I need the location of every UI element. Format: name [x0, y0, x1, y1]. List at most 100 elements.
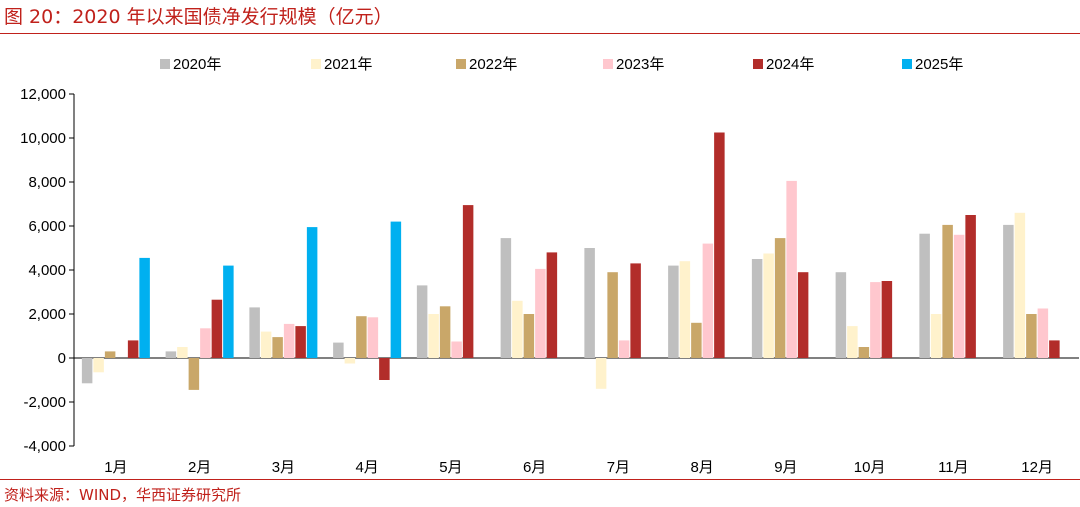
bar: [546, 252, 558, 358]
bar: [847, 326, 858, 358]
x-tick-label: 7月: [607, 459, 630, 475]
bar: [702, 243, 714, 358]
y-tick-label: 10,000: [20, 130, 66, 147]
legend-swatch: [603, 59, 613, 69]
bar: [272, 337, 283, 358]
title-divider: [0, 33, 1080, 34]
legend-swatch: [160, 59, 170, 69]
bar: [379, 358, 390, 380]
bar: [512, 300, 523, 358]
chart-bars: [81, 132, 1060, 390]
y-tick-label: 12,000: [20, 86, 66, 103]
chart-axes: -4,000 -2,000 0 2,000 4,000 6,000 8,000 10,000 1…: [20, 86, 1079, 475]
y-tick-label: 8,000: [28, 174, 66, 191]
bar: [127, 340, 139, 358]
bar: [679, 261, 691, 358]
legend-label: 2023年: [616, 56, 664, 73]
bar: [439, 306, 451, 358]
bar: [797, 272, 809, 358]
chart: 2020年 2021年 2022年 2023年 2024年 2025年 -4,000 -2,…: [20, 56, 1079, 475]
bar: [953, 234, 965, 358]
bar: [249, 307, 260, 358]
bar: [211, 299, 223, 358]
y-tick-label: -2,000: [23, 394, 66, 411]
x-tick-label: 6月: [523, 459, 546, 475]
bar: [333, 342, 344, 358]
bar: [367, 317, 379, 358]
bar: [919, 233, 930, 358]
bar: [786, 180, 797, 358]
bar: [881, 281, 893, 358]
bar: [595, 358, 607, 389]
legend-label: 2020年: [173, 56, 221, 73]
bar: [295, 326, 306, 358]
x-tick-label: 10月: [854, 459, 886, 475]
bar: [188, 358, 200, 390]
bar: [714, 132, 725, 358]
y-tick-label: 6,000: [28, 218, 66, 235]
bar: [223, 265, 234, 358]
bar: [260, 331, 272, 358]
bar: [81, 358, 93, 384]
bar: [93, 358, 104, 373]
legend-label: 2025年: [915, 56, 963, 73]
bar: [763, 253, 774, 358]
x-tick-label: 12月: [1021, 459, 1053, 475]
legend-swatch: [902, 59, 912, 69]
bar: [774, 238, 786, 358]
bar: [630, 263, 641, 358]
bar: [965, 215, 976, 358]
chart-title: 图 20：2020 年以来国债净发行规模（亿元）: [4, 6, 393, 28]
bar: [835, 272, 847, 358]
legend-swatch: [753, 59, 763, 69]
bar: [930, 314, 942, 358]
bar: [523, 314, 535, 358]
bar: [1014, 212, 1026, 358]
bar: [390, 221, 402, 358]
y-tick-label: 0: [58, 350, 66, 367]
source-note: 资料来源：WIND，华西证券研究所: [4, 486, 242, 504]
bar: [200, 328, 211, 358]
bar: [283, 323, 295, 358]
x-tick-label: 1月: [104, 459, 127, 475]
bar: [451, 341, 462, 358]
y-tick-label: 4,000: [28, 262, 66, 279]
bar: [104, 351, 116, 358]
bar: [462, 205, 474, 358]
bar: [306, 227, 318, 358]
bar: [416, 285, 428, 358]
x-tick-label: 3月: [272, 459, 295, 475]
bar: [1037, 308, 1049, 358]
legend-label: 2024年: [766, 56, 814, 73]
x-tick-label: 11月: [938, 459, 969, 475]
bar: [139, 257, 150, 358]
bar: [691, 322, 702, 358]
bar: [668, 265, 679, 358]
bar: [584, 248, 595, 358]
bar: [1049, 340, 1060, 358]
bar: [858, 347, 870, 358]
x-tick-label: 9月: [774, 459, 797, 475]
bar: [177, 347, 188, 358]
y-tick-label: -4,000: [23, 438, 66, 455]
x-tick-label: 2月: [188, 459, 211, 475]
bar: [1003, 224, 1014, 358]
bar: [1026, 314, 1037, 358]
bar: [607, 272, 618, 358]
bar: [500, 238, 512, 358]
bar: [870, 282, 881, 358]
bar: [942, 224, 953, 358]
chart-legend: 2020年 2021年 2022年 2023年 2024年 2025年: [160, 56, 963, 73]
legend-label: 2022年: [469, 56, 517, 73]
bar: [535, 268, 546, 358]
bar: [165, 351, 177, 358]
x-tick-label: 8月: [690, 459, 713, 475]
legend-swatch: [456, 59, 466, 69]
bar: [428, 314, 439, 358]
x-tick-label: 4月: [355, 459, 378, 475]
bar: [344, 358, 356, 364]
y-tick-label: 2,000: [28, 306, 66, 323]
bar: [751, 259, 763, 358]
legend-label: 2021年: [324, 56, 372, 73]
bar: [356, 316, 367, 358]
